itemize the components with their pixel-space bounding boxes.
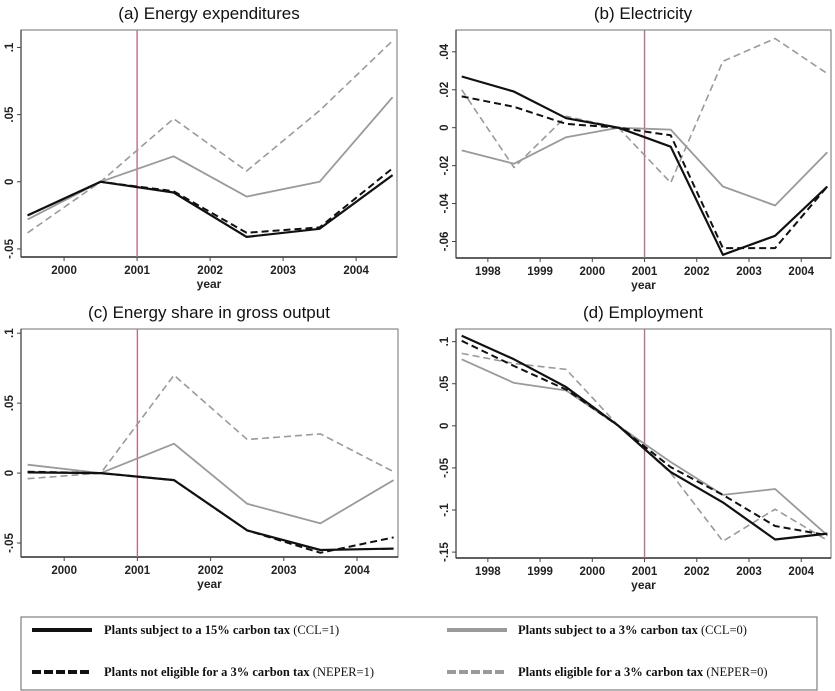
x-tick-label: 2003 (271, 565, 297, 577)
x-tick-label: 2004 (788, 566, 814, 578)
x-tick-label: 2001 (124, 265, 150, 277)
y-tick-label: 0 (4, 470, 16, 476)
y-tick-label: .02 (439, 82, 451, 98)
x-tick-label: 1998 (475, 266, 501, 278)
panel-energy-share: (c) Energy share in gross output -.05 0 .05… (4, 303, 399, 591)
panel-title: (c) Energy share in gross output (88, 303, 330, 322)
legend-label-ccl0: Plants subject to a 3% carbon tax (CCL=0… (518, 623, 747, 637)
x-tick-label: 1998 (475, 566, 501, 578)
x-axis-label: year (631, 578, 656, 592)
plot-area (455, 29, 832, 259)
y-tick-label: .04 (439, 43, 451, 60)
y-tick-label: .1 (4, 328, 16, 338)
x-axis-label: year (197, 277, 222, 291)
x-tick-label: 2002 (684, 566, 710, 578)
y-tick-label: -.05 (4, 533, 16, 553)
plot-area (20, 29, 398, 258)
x-tick-label: 2003 (736, 266, 762, 278)
x-tick-label: 1999 (527, 266, 553, 278)
y-tick-label: -.02 (439, 156, 451, 176)
y-tick-label: .1 (439, 336, 451, 346)
y-tick-label: .05 (439, 375, 451, 392)
series-line-ccl1 (27, 174, 394, 238)
series-line-neper0 (27, 40, 394, 234)
x-tick-label: 2004 (344, 565, 370, 577)
series-line-ccl0 (27, 442, 395, 525)
x-tick-label: 2002 (197, 265, 223, 277)
panel-title: (d) Employment (583, 303, 703, 322)
series-line-ccl1 (27, 471, 394, 552)
y-tick-label: .05 (4, 106, 16, 123)
panel-title: (a) Energy expenditures (118, 4, 299, 23)
x-tick-label: 2001 (125, 565, 151, 577)
x-axis-label: year (197, 577, 222, 591)
y-tick-label: 0 (439, 124, 451, 130)
y-tick-label: .1 (4, 42, 16, 52)
panel-electricity: (b) Electricity -.06 -.04 -.02 0 .02 .04 1998 19… (439, 4, 832, 292)
series-line-neper1 (461, 339, 828, 537)
x-tick-label: 2000 (51, 265, 77, 277)
legend-label-neper0: Plants eligible for a 3% carbon tax (NEP… (518, 665, 768, 679)
series-line-ccl0 (461, 358, 828, 536)
x-tick-label: 2003 (736, 566, 762, 578)
y-tick-label: -.15 (439, 542, 451, 562)
y-tick-label: -.05 (439, 457, 451, 477)
x-tick-label: 1999 (527, 566, 553, 578)
x-axis-label: year (631, 278, 656, 292)
series-line-ccl1 (461, 75, 829, 256)
x-tick-label: 2001 (632, 266, 658, 278)
panel-energy-expenditures: (a) Energy expenditures -.05 0 .05 .1 2000 200… (4, 4, 398, 291)
y-tick-label: -.06 (439, 232, 451, 252)
y-tick-label: .05 (4, 395, 16, 412)
panel-title: (b) Electricity (594, 4, 693, 23)
x-tick-label: 2002 (198, 565, 224, 577)
series-line-ccl1 (461, 334, 828, 541)
x-tick-label: 2001 (632, 566, 658, 578)
series-line-neper0 (461, 352, 828, 543)
x-tick-label: 2000 (51, 565, 77, 577)
x-tick-label: 2000 (580, 566, 606, 578)
legend: Plants subject to a 15% carbon tax (CCL=… (20, 616, 818, 691)
legend-label-ccl1: Plants subject to a 15% carbon tax (CCL=… (104, 623, 339, 637)
x-tick-label: 2002 (684, 266, 710, 278)
y-tick-label: -.04 (439, 193, 451, 213)
series-line-neper1 (461, 95, 829, 250)
x-tick-label: 2004 (343, 265, 369, 277)
y-tick-label: 0 (439, 423, 451, 429)
legend-box (20, 616, 818, 691)
series-line-ccl0 (461, 126, 828, 207)
y-tick-label: -.05 (4, 238, 16, 258)
legend-label-neper1: Plants not eligible for a 3% carbon tax … (104, 665, 374, 679)
x-tick-label: 2003 (270, 265, 296, 277)
x-tick-label: 2000 (580, 266, 606, 278)
plot-area (20, 328, 399, 558)
y-tick-label: 0 (4, 179, 16, 185)
y-tick-label: -.1 (439, 503, 451, 517)
panel-employment: (d) Employment -.15 -.1 -.05 0 .05 .1 1998 1999 2… (439, 303, 832, 592)
x-tick-label: 2004 (788, 266, 814, 278)
